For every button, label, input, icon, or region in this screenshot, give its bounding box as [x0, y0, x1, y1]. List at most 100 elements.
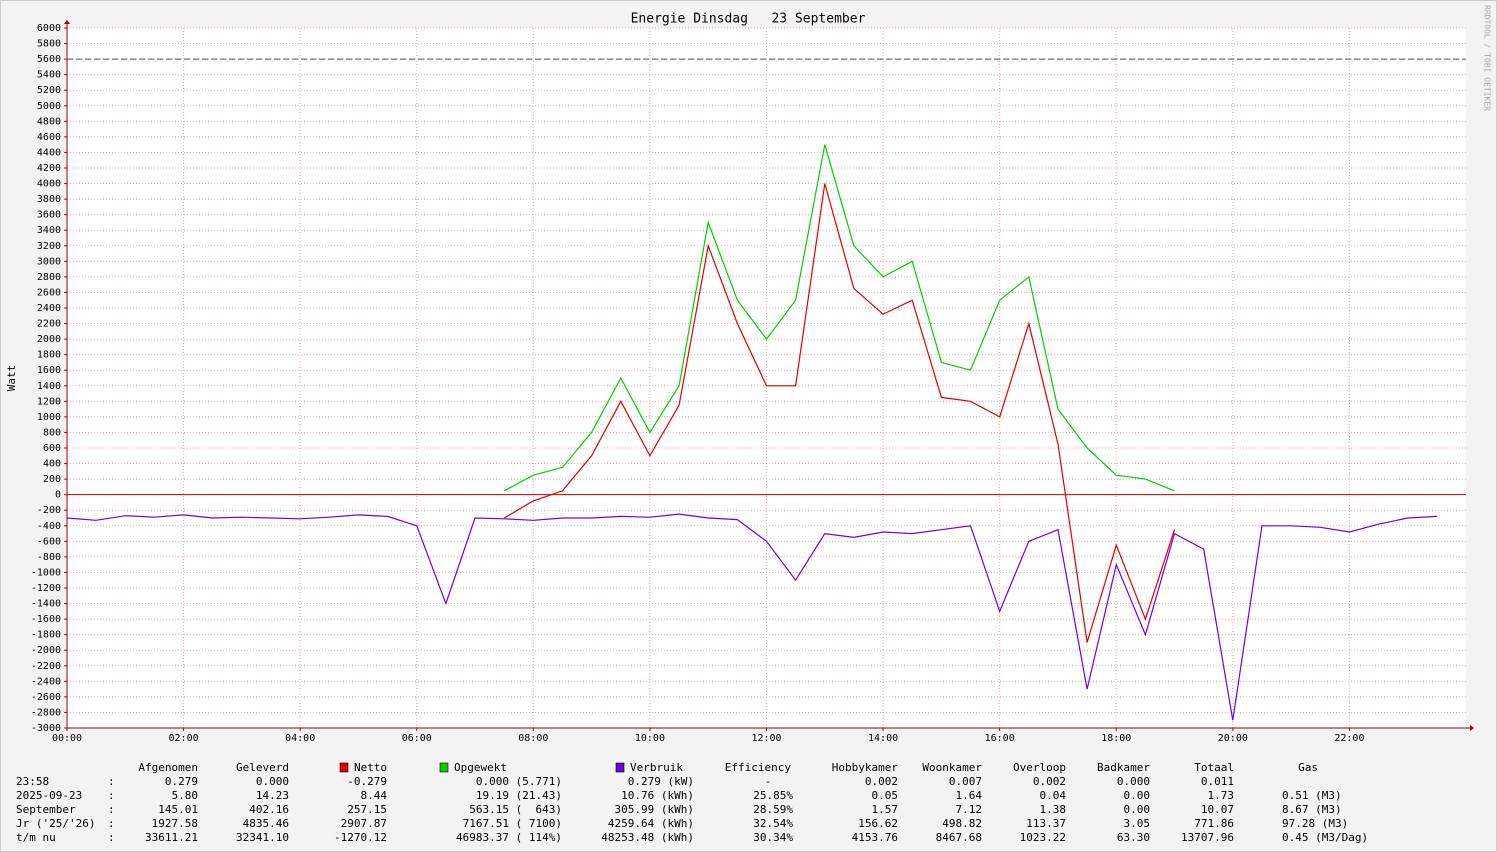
cell: 402.16: [249, 803, 289, 816]
cell: 4153.76: [852, 831, 898, 844]
y-tick-label: 2800: [37, 272, 61, 283]
cell: 1927.58: [152, 817, 198, 830]
cell: 0.000 (5.771): [476, 775, 562, 788]
y-tick-label: 2400: [37, 303, 61, 314]
y-tick-label: 4000: [37, 179, 61, 190]
row-label: September: [16, 803, 76, 816]
y-tick-label: -200: [37, 505, 61, 516]
x-tick-label: 10:00: [635, 733, 665, 744]
cell: 10.07: [1201, 803, 1234, 816]
x-tick-label: 14:00: [868, 733, 898, 744]
cell: 113.37: [1026, 817, 1066, 830]
separator: :: [108, 775, 115, 788]
cell: 0.00: [1124, 789, 1151, 802]
cell: 771.86: [1194, 817, 1234, 830]
y-tick-label: 2000: [37, 334, 61, 345]
x-tick-label: 00:00: [52, 733, 82, 744]
y-tick-label: 5000: [37, 101, 61, 112]
y-tick-label: 4400: [37, 147, 61, 158]
cell: 0.000: [256, 775, 289, 788]
y-tick-label: 5600: [37, 54, 61, 65]
cell: 32341.10: [236, 831, 289, 844]
cell: 305.99 (kWh): [615, 803, 694, 816]
cell: 13707.96: [1181, 831, 1234, 844]
x-tick-label: 02:00: [169, 733, 199, 744]
cell: 0.00: [1124, 803, 1151, 816]
cell: 0.007: [949, 775, 982, 788]
y-tick-label: -1000: [31, 567, 61, 578]
cell: 33611.21: [145, 831, 198, 844]
cell: 0.011: [1201, 775, 1234, 788]
y-tick-label: 6000: [37, 23, 61, 34]
cell: 14.23: [256, 789, 289, 802]
cell: 1.57: [872, 803, 899, 816]
cell: 0.000: [1117, 775, 1150, 788]
cell: 1.73: [1208, 789, 1235, 802]
legend-swatch: [615, 762, 625, 773]
cell: 156.62: [858, 817, 898, 830]
y-tick-label: 3600: [37, 210, 61, 221]
y-tick-label: 3400: [37, 225, 61, 236]
legend-label: Netto: [354, 761, 387, 774]
cell: 1023.22: [1020, 831, 1066, 844]
cell: 0.279: [165, 775, 198, 788]
column-header: Geleverd: [236, 761, 289, 774]
x-tick-label: 08:00: [518, 733, 548, 744]
legend-swatch: [339, 762, 349, 773]
cell: 0.51 (M3): [1282, 789, 1342, 802]
cell: 8.67 (M3): [1282, 803, 1342, 816]
y-axis-label: Watt: [5, 365, 18, 392]
cell: 19.19 (21.43): [476, 789, 562, 802]
y-tick-label: 5800: [37, 39, 61, 50]
cell: 0.279 (kW): [628, 775, 694, 788]
y-tick-label: 4200: [37, 163, 61, 174]
y-tick-label: -400: [37, 521, 61, 532]
x-tick-label: 20:00: [1218, 733, 1248, 744]
cell: 63.30: [1117, 831, 1150, 844]
cell: -0.279: [347, 775, 387, 788]
y-tick-label: -800: [37, 552, 61, 563]
cell: 145.01: [158, 803, 198, 816]
y-tick-label: -1200: [31, 583, 61, 594]
axis-arrow: [1470, 725, 1474, 731]
series-line: [503, 144, 1175, 492]
row-label: Jr ('25/'26): [16, 817, 95, 830]
cell: 0.002: [865, 775, 898, 788]
cell: 3.05: [1124, 817, 1151, 830]
cell: 563.15 ( 643): [469, 803, 562, 816]
column-header: Gas: [1298, 761, 1318, 774]
cell: 4259.64 (kWh): [608, 817, 694, 830]
y-tick-label: 1200: [37, 396, 61, 407]
cell: 32.54%: [753, 817, 793, 830]
x-tick-label: 12:00: [751, 733, 781, 744]
column-header: Badkamer: [1097, 761, 1150, 774]
y-tick-label: -1800: [31, 630, 61, 641]
x-tick-label: 04:00: [285, 733, 315, 744]
series-line: [503, 183, 1176, 643]
column-header: Totaal: [1194, 761, 1234, 774]
y-tick-label: 0: [55, 490, 61, 501]
y-tick-label: 4800: [37, 116, 61, 127]
cell: 0.04: [1040, 789, 1067, 802]
cell: 30.34%: [753, 831, 793, 844]
y-tick-label: 5200: [37, 85, 61, 96]
cell: -1270.12: [334, 831, 387, 844]
cell: 7167.51 ( 7100): [463, 817, 562, 830]
y-tick-label: -1600: [31, 614, 61, 625]
column-header: Afgenomen: [138, 761, 198, 774]
cell: 8467.68: [936, 831, 982, 844]
cell: 498.82: [942, 817, 982, 830]
cell: 2907.87: [341, 817, 387, 830]
separator: :: [108, 831, 115, 844]
y-tick-label: 5400: [37, 70, 61, 81]
y-tick-label: 800: [43, 427, 61, 438]
y-tick-label: -2800: [31, 707, 61, 718]
y-tick-label: -2200: [31, 661, 61, 672]
row-label: t/m nu: [16, 831, 56, 844]
cell: 1.38: [1040, 803, 1067, 816]
axis-arrow: [64, 20, 70, 24]
x-tick-label: 22:00: [1334, 733, 1364, 744]
x-tick-label: 18:00: [1101, 733, 1131, 744]
column-header: Efficiency: [725, 761, 792, 774]
y-tick-label: -2400: [31, 676, 61, 687]
